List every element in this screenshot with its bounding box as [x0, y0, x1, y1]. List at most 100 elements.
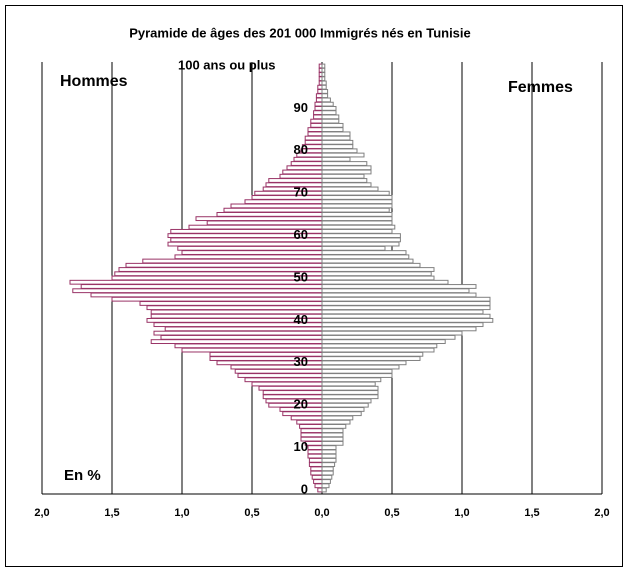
bar: [321, 93, 329, 99]
legend-men: Hommes: [60, 73, 128, 90]
x-tick-label: 0,0: [314, 507, 329, 519]
bar: [174, 343, 323, 349]
bar: [139, 301, 323, 306]
bar: [321, 114, 340, 120]
bar: [321, 97, 331, 103]
bar: [321, 394, 379, 400]
bar: [321, 182, 372, 188]
bar: [317, 487, 323, 493]
bar: [304, 135, 323, 141]
bar: [321, 368, 393, 374]
x-tick-label: 1,0: [174, 507, 189, 519]
bar: [321, 165, 372, 171]
bar: [293, 156, 323, 162]
y-tick-label: 50: [294, 269, 308, 284]
bar: [310, 122, 323, 128]
bar: [181, 347, 323, 353]
bar: [314, 483, 323, 489]
bar: [321, 105, 337, 111]
bar: [321, 241, 400, 247]
bar: [321, 373, 393, 378]
bar: [125, 262, 323, 268]
bar: [118, 267, 323, 272]
bar: [146, 305, 323, 311]
bar: [251, 195, 323, 200]
bar: [321, 110, 337, 116]
bar: [69, 279, 323, 285]
bar: [321, 313, 491, 319]
bar: [308, 457, 323, 463]
bar: [251, 381, 323, 387]
bar: [314, 105, 323, 111]
bar: [321, 334, 456, 340]
bar: [286, 165, 323, 171]
y-tick-label: 0: [301, 481, 308, 496]
bar: [150, 339, 323, 345]
legend-women: Femmes: [508, 79, 573, 96]
bar: [310, 466, 323, 472]
bar: [90, 292, 323, 298]
bar: [321, 216, 393, 222]
bar: [321, 457, 337, 463]
bar: [321, 449, 337, 455]
bar: [321, 445, 337, 451]
bar: [307, 131, 323, 137]
bar: [321, 80, 327, 86]
bar: [321, 296, 491, 302]
y-tick-label: 90: [294, 100, 308, 115]
bar: [321, 351, 424, 357]
bar: [313, 110, 323, 116]
bar: [321, 381, 376, 387]
bar: [311, 474, 323, 480]
bar: [321, 440, 344, 446]
bar: [195, 216, 323, 222]
bar: [321, 305, 491, 311]
bar: [299, 423, 323, 429]
bar: [321, 288, 470, 294]
bar: [321, 462, 336, 467]
bar: [111, 296, 323, 302]
annotation: 100 ans ou plus: [178, 57, 276, 72]
bar: [321, 360, 407, 366]
bar: [72, 288, 323, 294]
x-tick-label: 1,5: [104, 507, 119, 519]
bar: [290, 415, 323, 421]
bar: [181, 250, 323, 255]
bar: [321, 245, 386, 251]
bar: [80, 284, 323, 289]
bar: [279, 173, 323, 179]
x-tick-label: 2,0: [34, 507, 49, 519]
bar: [114, 271, 323, 277]
y-tick-label: 60: [294, 227, 308, 242]
bar: [230, 364, 323, 370]
bar: [315, 93, 323, 99]
bar: [321, 76, 326, 82]
bar: [321, 364, 400, 370]
bar: [321, 89, 329, 94]
bar: [321, 423, 347, 429]
bar: [321, 419, 351, 425]
bar: [321, 173, 365, 179]
bar: [321, 487, 327, 493]
bar: [321, 135, 351, 141]
bar: [321, 339, 446, 345]
bar: [254, 190, 323, 196]
bar: [307, 449, 323, 455]
bar: [321, 144, 354, 149]
bar: [321, 258, 414, 264]
bar: [321, 152, 365, 158]
bar: [314, 101, 323, 107]
bar: [321, 220, 393, 226]
bar: [321, 292, 477, 298]
bar: [321, 84, 327, 90]
bar: [223, 207, 323, 213]
bar: [317, 89, 323, 94]
bar: [160, 334, 323, 340]
bar: [321, 279, 449, 285]
bar: [321, 317, 494, 323]
bar: [321, 470, 334, 476]
bar: [321, 309, 484, 315]
bar: [321, 72, 326, 77]
bar: [142, 258, 323, 264]
